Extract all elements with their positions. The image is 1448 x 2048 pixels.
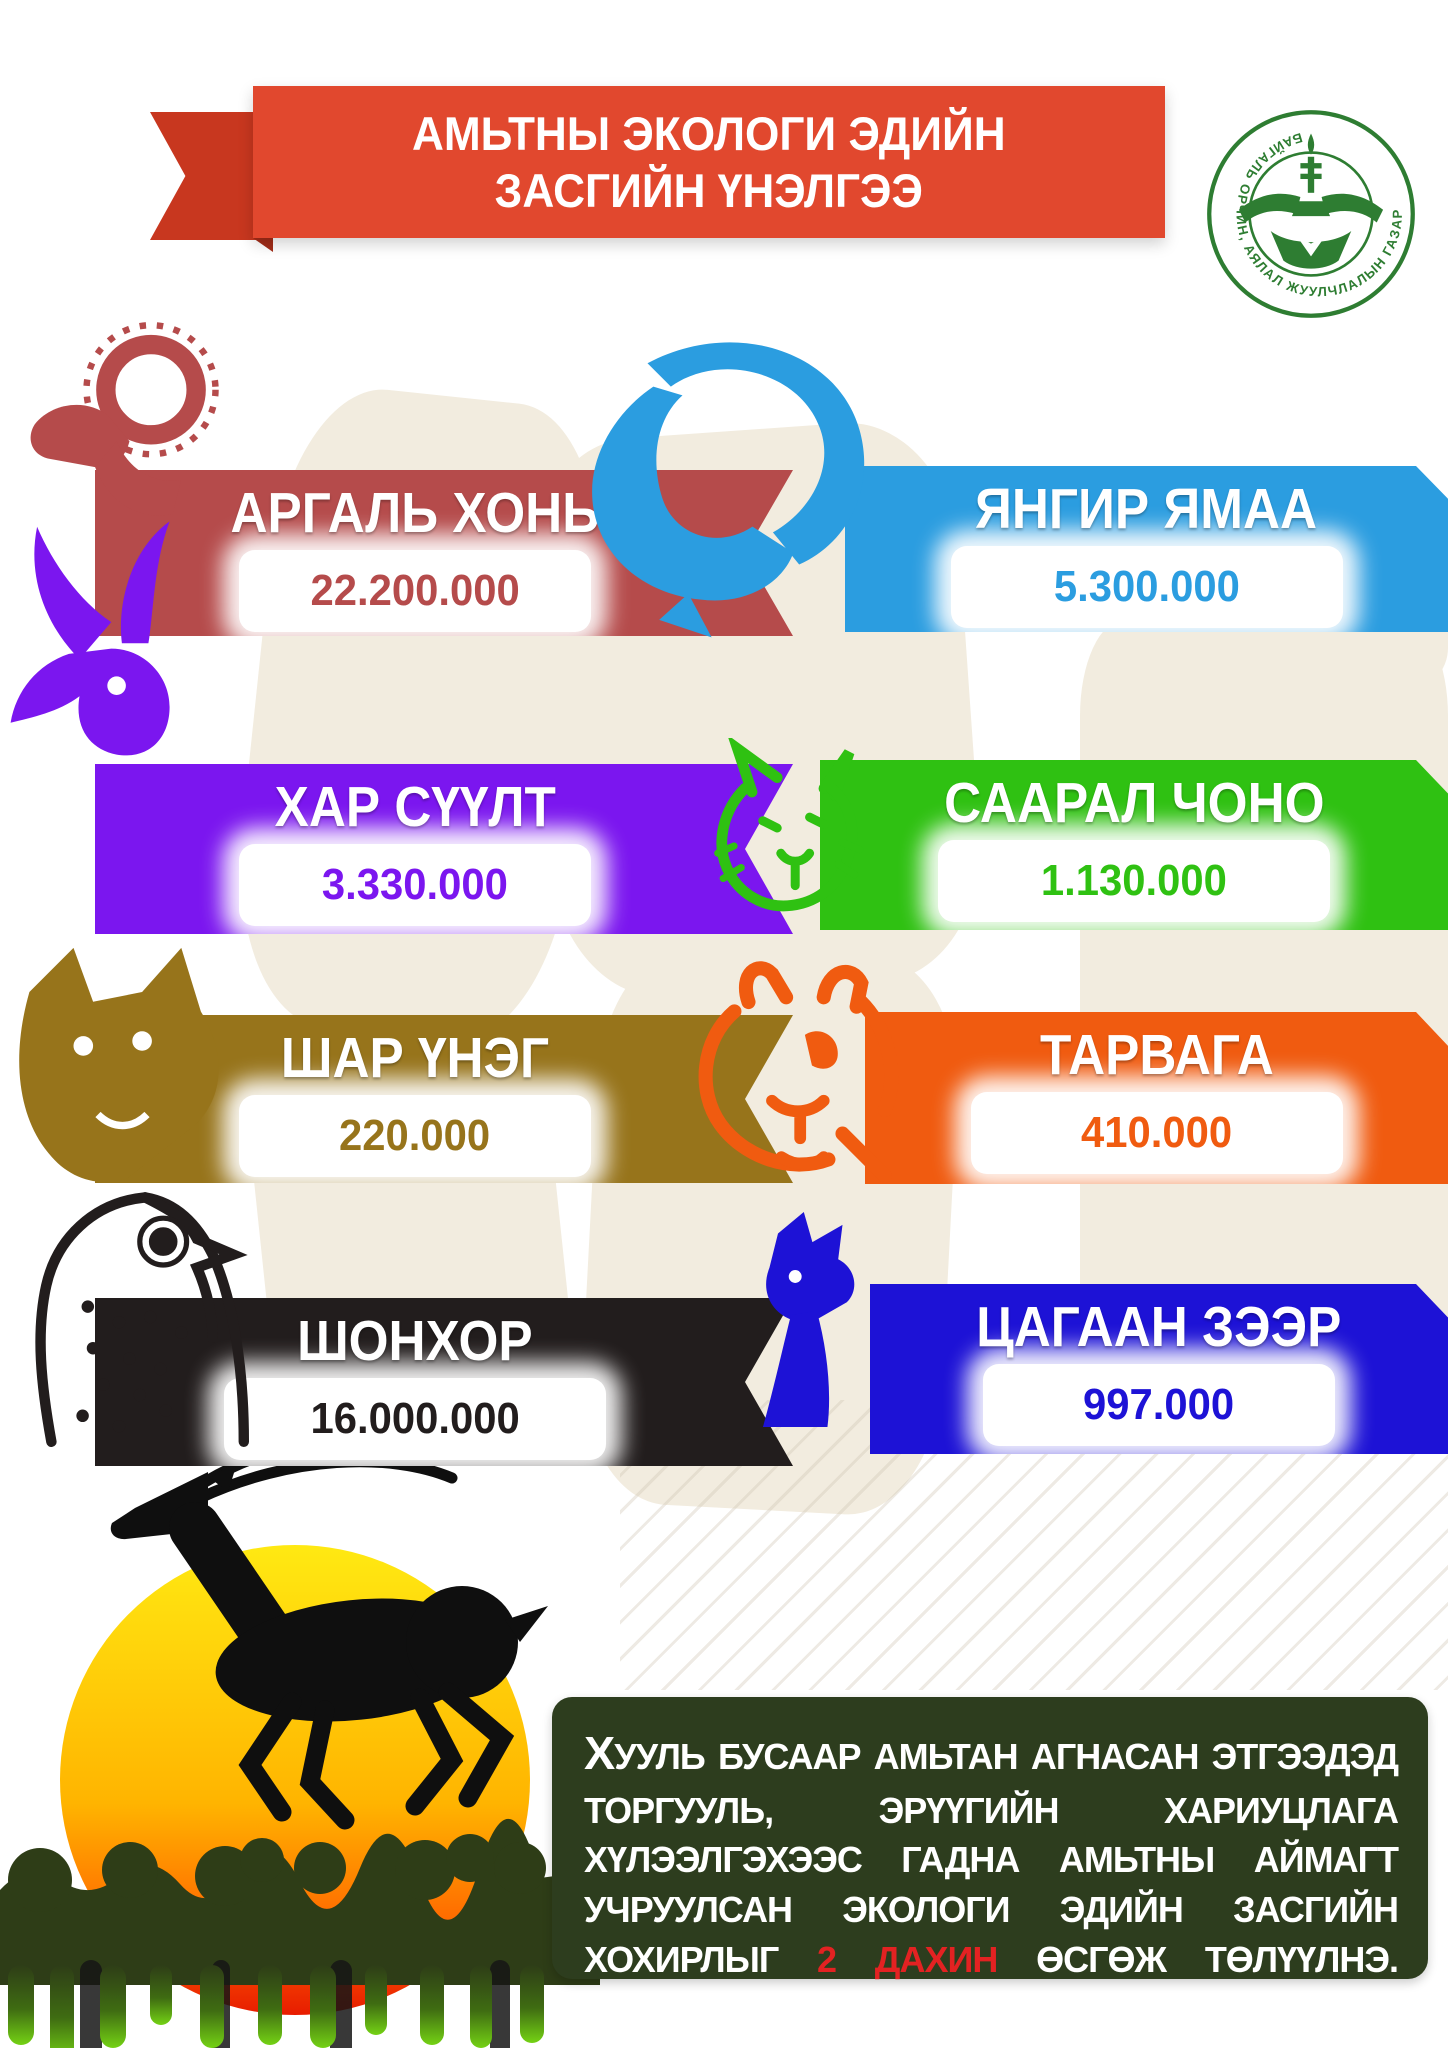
animal-name: ШАР ҮНЭГ <box>280 1026 550 1090</box>
agency-logo: БАЙГАЛЬ ОРЧИН, АЯЛАЛ ЖУУЛЧЛАЛЫН ГАЗАР <box>1205 108 1417 320</box>
title-ribbon-fold <box>253 238 273 252</box>
banner-grey-wolf: СААРАЛ ЧОНО 1.130.000 <box>820 760 1448 930</box>
value-box: 220.000 <box>239 1095 591 1177</box>
argali-sheep-icon <box>22 298 237 533</box>
animal-value: 5.300.000 <box>1053 562 1240 611</box>
marmot-icon <box>678 925 913 1220</box>
penalty-text: ХУУЛЬ БУСААР АМЬТАН АГНАСАН ЭТГЭЭДЭД ТОР… <box>584 1721 1399 1984</box>
foliage-band <box>0 1818 600 1985</box>
ibex-icon <box>560 312 910 642</box>
animal-name: ЦАГААН ЗЭЭР <box>976 1295 1342 1359</box>
animal-name: ТАРВАГА <box>1039 1023 1274 1087</box>
sunset-gazelle-scene <box>0 1420 600 2048</box>
banner-marmot: ТАРВАГА 410.000 <box>865 1012 1448 1184</box>
penalty-text-panel: ХУУЛЬ БУСААР АМЬТАН АГНАСАН ЭТГЭЭДЭД ТОР… <box>552 1697 1428 1980</box>
value-box: 1.130.000 <box>938 840 1330 922</box>
penalty-text-highlight: 2 ДАХИН <box>817 1938 998 1980</box>
page-title-line2: ЗАСГИЙН ҮНЭЛГЭЭ <box>494 164 924 217</box>
black-tailed-gazelle-icon <box>0 478 265 798</box>
value-box: 16.000.000 <box>224 1378 606 1460</box>
animal-name: ЯНГИР ЯМАА <box>975 477 1318 541</box>
animal-value: 997.000 <box>1083 1380 1235 1429</box>
value-box: 3.330.000 <box>239 844 591 926</box>
banner-white-gazelle: ЦАГААН ЗЭЭР 997.000 <box>870 1284 1448 1454</box>
logo-emblem <box>1238 133 1384 269</box>
grey-wolf-icon <box>688 738 888 918</box>
page-title-line1: АМЬТНЫ ЭКОЛОГИ ЭДИЙН <box>412 106 1006 160</box>
yellow-fox-icon <box>0 928 245 1203</box>
animal-value: 22.200.000 <box>310 566 520 615</box>
animal-name: АРГАЛЬ ХОНЬ <box>230 481 600 545</box>
banner-ibex: ЯНГИР ЯМАА 5.300.000 <box>845 466 1448 632</box>
foliage-drips <box>8 1965 544 2048</box>
value-box: 5.300.000 <box>951 546 1343 628</box>
falcon-icon <box>15 1172 275 1462</box>
banner-falcon: ШОНХОР 16.000.000 <box>95 1298 793 1466</box>
penalty-text-after: ӨСГӨЖ ТӨЛҮҮЛНЭ. <box>1036 1938 1399 1980</box>
animal-value: 410.000 <box>1080 1108 1233 1157</box>
title-ribbon: АМЬТНЫ ЭКОЛОГИ ЭДИЙН ЗАСГИЙН ҮНЭЛГЭЭ <box>253 86 1165 238</box>
animal-name: ХАР СҮҮЛТ <box>274 775 556 839</box>
animal-value: 1.130.000 <box>1041 856 1227 905</box>
white-gazelle-icon <box>692 1172 907 1467</box>
animal-name: СААРАЛ ЧОНО <box>943 771 1325 835</box>
value-box: 22.200.000 <box>239 550 591 632</box>
title-ribbon-tail <box>150 112 268 240</box>
value-box: 997.000 <box>983 1364 1335 1446</box>
value-box: 410.000 <box>971 1092 1343 1174</box>
animal-value: 16.000.000 <box>310 1394 520 1443</box>
penalty-text-before: ХУУЛЬ БУСААР АМЬТАН АГНАСАН ЭТГЭЭДЭД ТОР… <box>584 1727 1399 1980</box>
animal-value: 3.330.000 <box>322 860 508 909</box>
banner-black-tailed-gazelle: ХАР СҮҮЛТ 3.330.000 <box>95 764 793 934</box>
animal-name: ШОНХОР <box>297 1309 533 1373</box>
animal-value: 220.000 <box>339 1111 491 1160</box>
